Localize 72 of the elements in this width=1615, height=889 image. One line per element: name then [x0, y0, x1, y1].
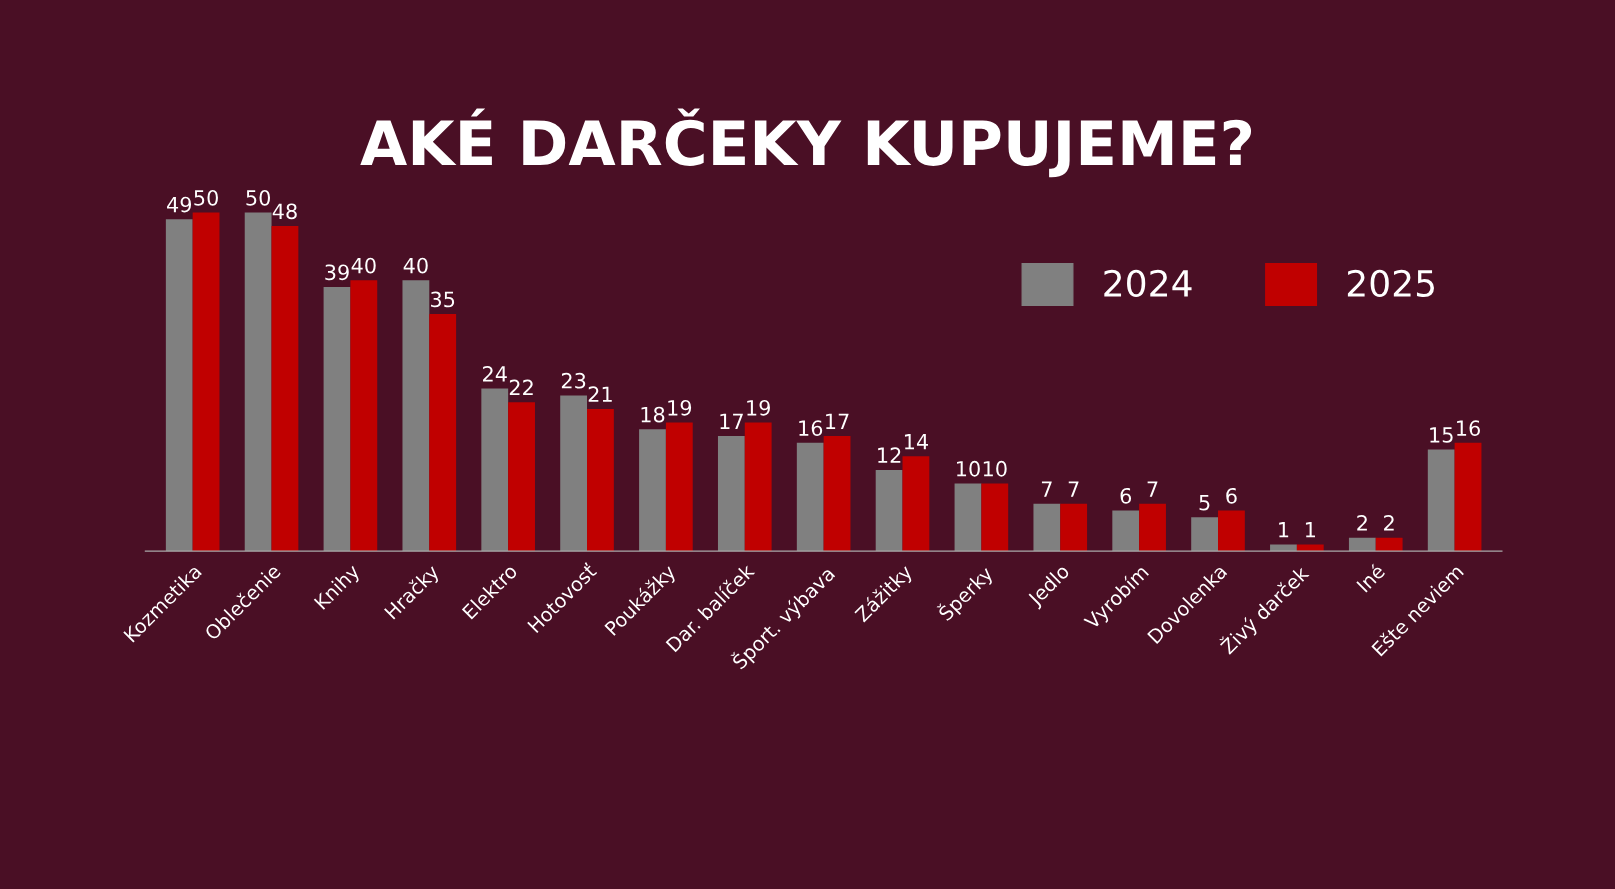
bar	[560, 395, 588, 552]
data-label: 24	[483, 366, 507, 382]
data-label: 17	[720, 413, 743, 429]
bar	[1427, 449, 1455, 552]
data-label: 2	[1357, 515, 1367, 531]
data-label: 50	[194, 189, 218, 206]
data-label: 6	[1226, 487, 1237, 504]
bar	[1454, 442, 1482, 552]
bar	[744, 422, 772, 552]
bar	[796, 442, 824, 552]
data-label: 40	[403, 257, 428, 274]
data-label: 18	[641, 406, 665, 423]
bar	[665, 422, 693, 552]
data-label: 15	[1430, 427, 1453, 443]
bar	[1112, 510, 1140, 552]
bar	[981, 483, 1009, 552]
bar	[1191, 517, 1219, 552]
data-label: 10	[957, 460, 980, 477]
bar	[875, 469, 903, 552]
data-label: 39	[325, 264, 349, 281]
bar	[587, 408, 614, 552]
bar	[823, 436, 851, 552]
bar	[717, 436, 745, 552]
data-label: 12	[878, 447, 901, 463]
bar	[1033, 503, 1061, 552]
bar	[902, 456, 930, 552]
bar	[954, 483, 982, 552]
bar	[402, 280, 430, 552]
data-label: 22	[509, 379, 533, 396]
bar	[323, 287, 351, 552]
data-label: 48	[272, 203, 297, 220]
data-label: 35	[431, 291, 455, 308]
data-label: 16	[799, 420, 823, 436]
bar	[1348, 537, 1376, 552]
bar	[1218, 510, 1245, 552]
bar	[1060, 503, 1088, 552]
bar	[481, 388, 509, 552]
data-label: 5	[1199, 495, 1210, 511]
data-label: 19	[747, 399, 770, 416]
data-label: 7	[1041, 481, 1052, 497]
bar	[1375, 537, 1403, 552]
data-label: 2	[1384, 515, 1394, 531]
bar	[639, 429, 666, 552]
chart-title: AKÉ DARČEKY KUPUJEME?	[360, 108, 1252, 178]
data-label: 17	[826, 413, 849, 429]
data-label: 19	[668, 399, 692, 416]
data-label: 50	[246, 189, 271, 206]
data-label: 23	[561, 372, 586, 389]
data-label: 21	[588, 386, 612, 402]
data-label: 40	[351, 257, 376, 274]
data-label: 1	[1305, 522, 1315, 538]
data-label: 16	[1457, 420, 1480, 436]
data-label: 7	[1068, 481, 1079, 497]
bar	[192, 212, 220, 552]
bar	[271, 226, 299, 552]
data-label: 1	[1279, 522, 1289, 538]
legend-label: 2024	[1104, 269, 1192, 298]
bar	[508, 402, 535, 552]
bar	[429, 314, 457, 552]
data-label: 49	[167, 196, 192, 213]
bar	[1296, 544, 1324, 552]
bar	[350, 280, 378, 552]
x-tick-label: Iné	[1355, 562, 1386, 593]
bar	[1139, 503, 1166, 552]
bar	[165, 219, 193, 552]
data-label: 7	[1147, 481, 1158, 497]
bar	[244, 212, 272, 552]
data-label: 6	[1120, 487, 1132, 504]
legend-label: 2025	[1347, 269, 1434, 298]
bar	[1270, 544, 1297, 552]
data-label: 14	[904, 434, 929, 450]
data-label: 10	[983, 460, 1007, 477]
